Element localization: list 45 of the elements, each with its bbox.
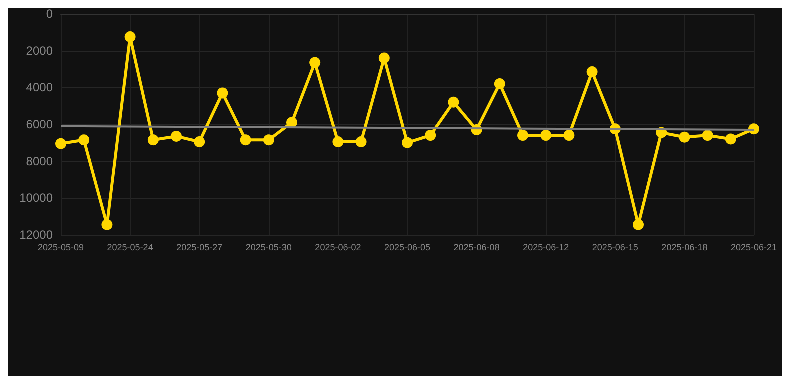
y-tick-label: 8000 [26,154,54,168]
point [310,57,321,68]
x-tick-label: 2025-06-05 [384,242,431,252]
y-tick-label: 4000 [26,80,54,95]
point [540,130,552,142]
point [124,32,136,43]
point [448,96,460,108]
point [171,130,182,142]
y-tick-label: 2000 [26,44,54,58]
point [148,134,159,146]
point [564,130,575,142]
x-tick-label: 2025-05-30 [246,242,292,252]
x-tick-label: 2025-05-24 [107,242,154,252]
point [240,134,252,146]
point [356,136,367,148]
point [194,136,206,148]
point [286,117,298,128]
point [425,130,436,142]
point [725,134,736,145]
point [633,219,644,230]
x-tick-label: 2025-06-02 [315,242,362,252]
y-tick-label: 10000 [20,191,54,206]
x-tick-label: 2025-06-15 [592,242,638,252]
x-tick-label: 2025-05-27 [176,242,223,252]
point [494,78,506,90]
x-tick-label: 2025-06-08 [454,242,500,252]
y-tick-label: 0 [46,7,54,21]
point [702,130,714,142]
point [217,88,228,99]
point [56,138,66,150]
y-tick-label: 12000 [20,228,54,242]
point [263,134,274,146]
point [378,52,390,64]
point [332,136,344,148]
x-tick-label: 2025-06-21 [730,242,778,252]
y-tick-label: 6000 [26,118,54,132]
point [402,137,413,148]
point [679,132,690,143]
point [78,134,90,146]
x-tick-label: 2025-06-12 [523,242,570,252]
point [102,219,113,230]
x-tick-label: 2025-05-09 [38,242,84,252]
x-tick-label: 2025-06-18 [662,242,708,252]
point [518,130,528,142]
point [586,66,598,78]
